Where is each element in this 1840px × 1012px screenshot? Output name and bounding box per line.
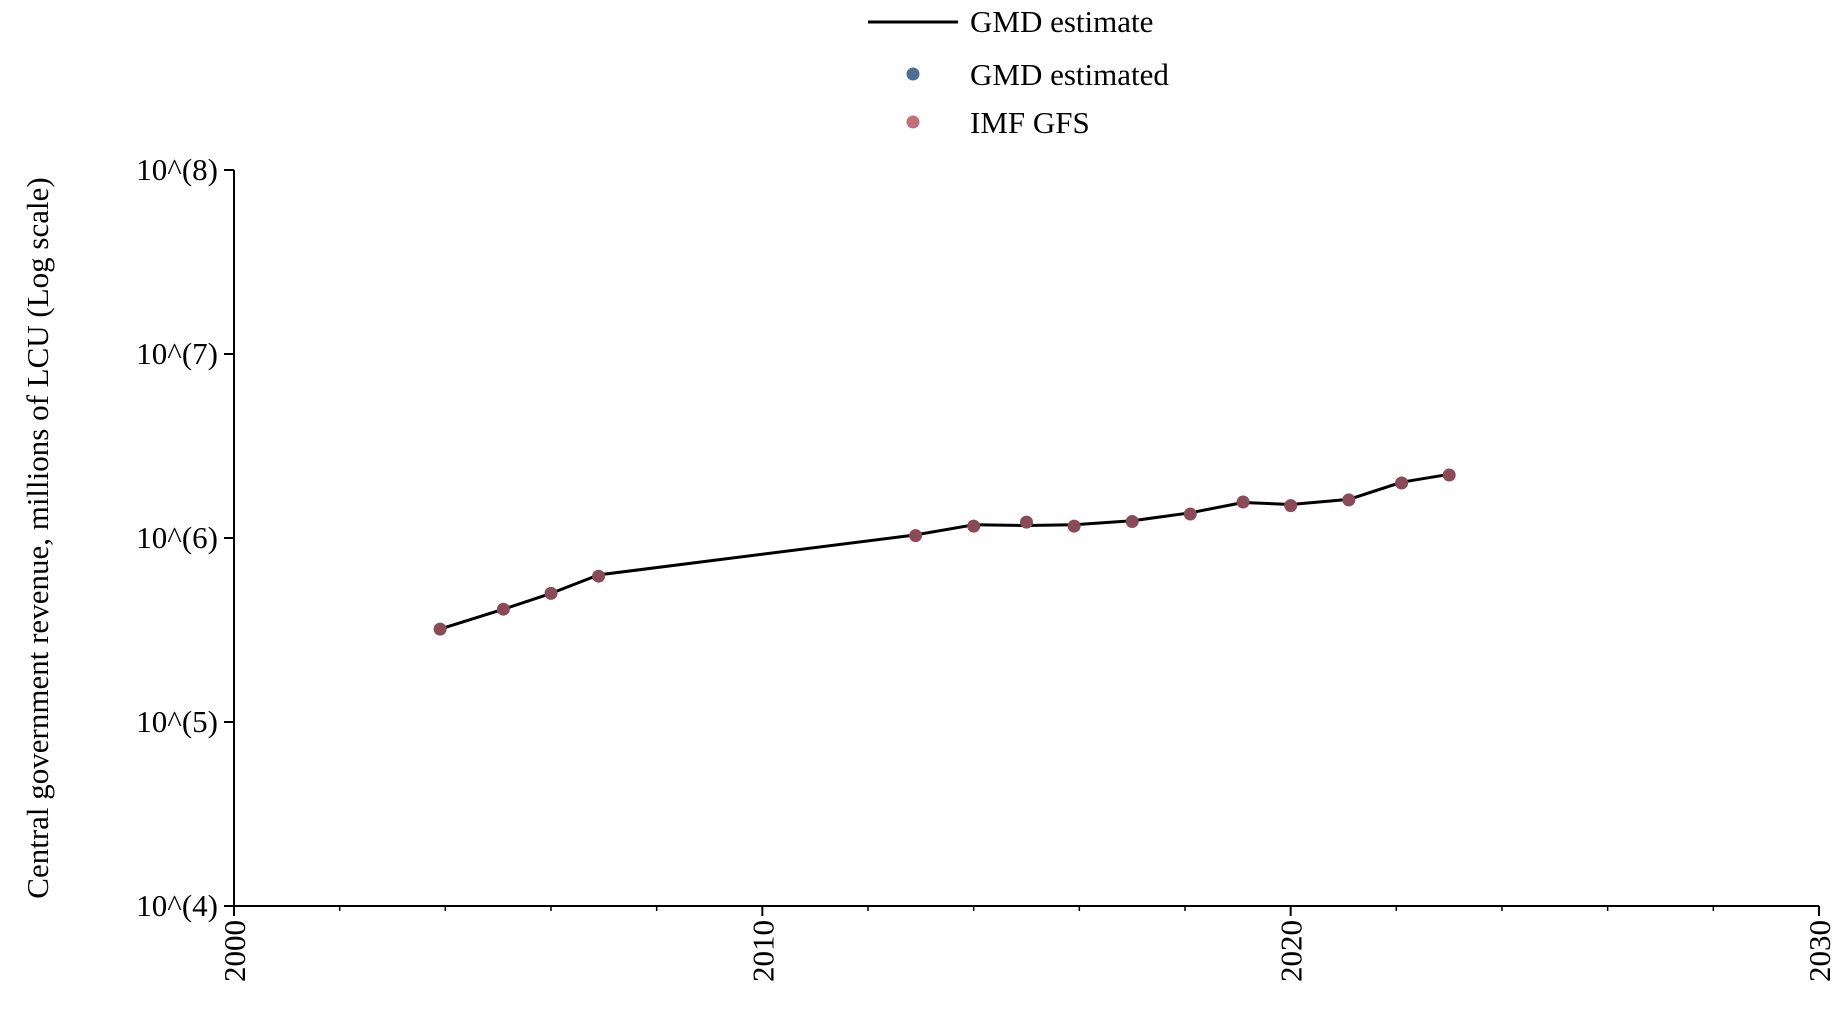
y-tick-label: 10^(4) <box>136 888 218 923</box>
data-point-imf-gfs <box>433 622 447 636</box>
plot-area <box>433 468 1456 636</box>
series-line-gmd-estimate <box>439 472 1450 631</box>
y-tick-label: 10^(7) <box>136 336 218 371</box>
x-tick-label: 2010 <box>745 920 780 982</box>
data-point-imf-gfs <box>496 602 510 616</box>
axes <box>233 170 1819 907</box>
y-axis-title: Central government revenue, millions of … <box>20 177 55 898</box>
legend-label-gmd-estimate: GMD estimate <box>970 4 1153 39</box>
legend-marker-imf-gfs <box>906 115 920 129</box>
legend-label-gmd-estimated: GMD estimated <box>970 57 1169 92</box>
legend: GMD estimate GMD estimated IMF GFS <box>868 4 1169 140</box>
y-tick-label: 10^(8) <box>136 152 218 187</box>
legend-label-imf-gfs: IMF GFS <box>970 105 1090 140</box>
data-point-imf-gfs <box>1284 499 1298 513</box>
legend-marker-gmd-estimated <box>906 67 920 81</box>
data-point-imf-gfs <box>1442 468 1456 482</box>
data-point-imf-gfs <box>1125 515 1139 528</box>
data-point-imf-gfs <box>544 586 558 600</box>
y-ticks: 10^(4) 10^(5) 10^(6) 10^(7) 10^(8) <box>136 152 234 923</box>
data-point-imf-gfs <box>1236 495 1250 509</box>
data-point-imf-gfs <box>967 519 981 533</box>
data-point-imf-gfs <box>1183 507 1197 521</box>
data-point-imf-gfs <box>1020 515 1033 529</box>
x-tick-label: 2030 <box>1802 920 1837 982</box>
data-point-imf-gfs <box>909 529 923 543</box>
data-point-imf-gfs <box>592 569 606 583</box>
x-tick-label: 2020 <box>1274 920 1309 982</box>
data-point-imf-gfs <box>1395 476 1409 490</box>
y-tick-label: 10^(5) <box>136 704 218 739</box>
data-point-imf-gfs <box>1342 493 1356 507</box>
x-tick-label: 2000 <box>217 920 252 982</box>
data-point-imf-gfs <box>1067 519 1081 533</box>
x-ticks: 2000 2010 2020 2030 <box>217 906 1837 982</box>
y-tick-label: 10^(6) <box>136 520 218 555</box>
